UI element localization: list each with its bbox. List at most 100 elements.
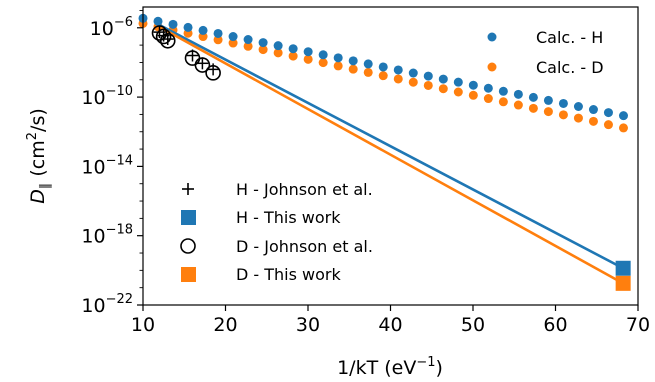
calc-d-point (513, 100, 523, 110)
calc-d-point (273, 48, 283, 58)
calc-d-point (423, 80, 433, 90)
calc-d-point (588, 116, 598, 126)
legend-label-calc-d: Calc. - D (536, 58, 604, 77)
x-tick-label: 30 (296, 314, 320, 336)
calc-d-point (498, 97, 508, 107)
y-axis-label: D∥ (cm2/s) (25, 108, 53, 204)
x-tick-label: 10 (131, 314, 155, 336)
x-tick-label: 60 (543, 314, 567, 336)
calc-h-point (288, 44, 298, 54)
calc-h-point (393, 65, 403, 75)
calc-d-point (603, 120, 613, 130)
y-axis-label-sup: 2 (25, 132, 40, 140)
y-tick-label: 10−6 (90, 15, 133, 40)
legend-label-this-work-d: D - This work (236, 265, 342, 284)
calc-h-point (183, 22, 193, 32)
johnson-d-point (155, 28, 172, 45)
calc-d-point (468, 90, 478, 100)
legend-marker-johnson-d (180, 238, 196, 254)
legend-label-johnson-h: H - Johnson et al. (236, 180, 373, 199)
calc-h-point (588, 105, 598, 115)
calc-d-point (528, 103, 538, 113)
this-work-d-line (158, 25, 624, 285)
y-axis-label-end: /s) (27, 108, 49, 132)
legend-bottom: H - Johnson et al. H - This work D - Joh… (180, 180, 373, 284)
johnson-d-point (151, 25, 168, 41)
legend-top: Calc. - H Calc. - D (487, 28, 604, 77)
plot-area (138, 13, 631, 291)
calc-d-point (438, 84, 448, 94)
calc-d-point (228, 38, 238, 48)
y-axis-label-rest: (cm (27, 140, 49, 182)
this-work-h-line (158, 23, 624, 270)
calc-d-point (558, 110, 568, 120)
calc-h-point (543, 95, 553, 105)
calc-h-point (618, 111, 628, 121)
y-tick-label: 10−22 (81, 292, 133, 317)
calc-h-point (273, 41, 283, 51)
calc-h-point (213, 28, 223, 38)
y-axis: 10−6 10−10 10−14 10−18 10−22 (81, 10, 143, 317)
johnson-h-point (196, 57, 209, 70)
calc-d-point (333, 61, 343, 71)
calc-d-point (378, 71, 388, 81)
calc-h-point (363, 59, 373, 69)
calc-d-point (543, 107, 553, 117)
calc-d-point (618, 123, 628, 133)
calc-h-point (348, 56, 358, 66)
calc-h-point (258, 38, 268, 48)
y-tick-label: 10−14 (81, 153, 133, 178)
calc-h-point (228, 32, 238, 42)
y-tick-label: 10−10 (81, 84, 133, 109)
calc-d-point (318, 58, 328, 68)
x-tick-label: 50 (461, 314, 485, 336)
calc-h-point (378, 62, 388, 72)
this-work-d-square (615, 275, 631, 291)
x-tick-label: 40 (378, 314, 402, 336)
legend-marker-calc-h (487, 32, 497, 42)
calc-h-point (303, 47, 313, 57)
legend-marker-this-work-h (181, 210, 196, 225)
y-axis-label-symbol: D (27, 189, 49, 204)
calc-h-point (498, 86, 508, 96)
calc-h-point (153, 16, 163, 26)
calc-h-point (168, 19, 178, 29)
calc-d-point (213, 35, 223, 45)
calc-h-point (423, 71, 433, 81)
legend-marker-this-work-d (181, 267, 196, 282)
calc-d-point (363, 67, 373, 77)
johnson-d-point (159, 32, 176, 49)
calc-d-point (348, 64, 358, 74)
calc-h-point (528, 92, 538, 102)
x-tick-label: 20 (213, 314, 237, 336)
x-axis: 10 20 30 40 50 60 70 (131, 305, 650, 336)
legend-label-this-work-h: H - This work (236, 208, 341, 227)
legend-label-calc-h: Calc. - H (536, 28, 603, 47)
calc-h-point (603, 108, 613, 118)
calc-d-point (453, 87, 463, 97)
x-tick-label: 70 (626, 314, 650, 336)
x-axis-label: 1/kT (eV−1) (337, 355, 443, 379)
calc-d-point (573, 113, 583, 123)
calc-h-point (333, 53, 343, 63)
legend-marker-johnson-h (182, 183, 194, 195)
calc-d-point (303, 54, 313, 64)
calc-d-point (393, 74, 403, 84)
calc-h-point (558, 98, 568, 108)
calc-h-point (438, 74, 448, 84)
calc-d-point (243, 41, 253, 51)
calc-h-point (198, 25, 208, 35)
calc-h-point (468, 80, 478, 90)
johnson-d-point (194, 57, 211, 73)
legend-label-johnson-d: D - Johnson et al. (236, 237, 373, 256)
x-axis-label-sup: −1 (416, 355, 435, 370)
x-axis-label-end: ) (436, 357, 443, 379)
calc-h-point (243, 35, 253, 45)
legend-marker-calc-d (487, 62, 497, 72)
calc-d-point (483, 94, 493, 104)
calc-h-point (318, 50, 328, 60)
calc-d-point (408, 77, 418, 87)
calc-h-point (453, 77, 463, 87)
calc-h-point (513, 89, 523, 99)
johnson-d-point (205, 65, 221, 81)
